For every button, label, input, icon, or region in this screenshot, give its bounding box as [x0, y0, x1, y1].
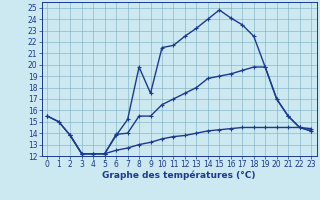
X-axis label: Graphe des températures (°C): Graphe des températures (°C) — [102, 171, 256, 180]
